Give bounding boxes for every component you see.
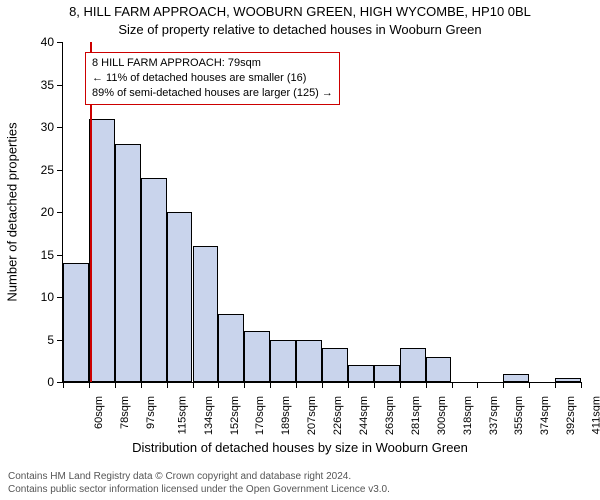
x-tick-label: 300sqm [436, 396, 448, 435]
x-tick [167, 382, 168, 388]
histogram-bar [63, 263, 89, 382]
y-tick [57, 255, 63, 256]
y-tick [57, 42, 63, 43]
y-tick [57, 85, 63, 86]
y-tick-label: 40 [14, 35, 54, 49]
histogram-bar [555, 378, 581, 382]
footer: Contains HM Land Registry data © Crown c… [8, 470, 390, 496]
footer-line-2: Contains public sector information licen… [8, 483, 390, 496]
annotation-line-2: ← 11% of detached houses are smaller (16… [92, 71, 333, 86]
y-tick-label: 5 [14, 333, 54, 347]
x-tick [555, 382, 556, 388]
x-tick-label: 207sqm [306, 396, 318, 435]
x-tick [452, 382, 453, 388]
x-tick-label: 318sqm [462, 396, 474, 435]
y-tick-label: 35 [14, 78, 54, 92]
histogram-bar [218, 314, 244, 382]
x-tick-label: 78sqm [119, 396, 131, 429]
histogram-bar [89, 119, 115, 383]
x-tick [374, 382, 375, 388]
histogram-bar [193, 246, 219, 382]
y-tick [57, 212, 63, 213]
x-tick-label: 189sqm [280, 396, 292, 435]
x-axis-label: Distribution of detached houses by size … [0, 440, 600, 455]
x-tick-label: 263sqm [384, 396, 396, 435]
main-title: 8, HILL FARM APPROACH, WOOBURN GREEN, HI… [0, 4, 600, 19]
histogram-bar [296, 340, 322, 383]
x-tick-label: 411sqm [590, 396, 600, 434]
x-tick-label: 355sqm [514, 396, 526, 435]
x-tick-label: 115sqm [176, 396, 188, 434]
y-tick-label: 20 [14, 205, 54, 219]
x-tick-label: 226sqm [332, 396, 344, 435]
x-tick [400, 382, 401, 388]
x-tick [322, 382, 323, 388]
x-tick-label: 374sqm [539, 396, 551, 435]
histogram-bar [141, 178, 167, 382]
histogram-bar [374, 365, 400, 382]
chart-container: 8, HILL FARM APPROACH, WOOBURN GREEN, HI… [0, 0, 600, 500]
footer-line-1: Contains HM Land Registry data © Crown c… [8, 470, 390, 483]
histogram-bar [115, 144, 141, 382]
x-tick-label: 337sqm [488, 396, 500, 435]
x-tick [63, 382, 64, 388]
y-tick-label: 0 [14, 375, 54, 389]
x-tick-label: 281sqm [410, 396, 422, 435]
x-tick-label: 170sqm [255, 396, 267, 435]
histogram-bar [244, 331, 270, 382]
x-tick-label: 244sqm [358, 396, 370, 435]
y-tick-label: 30 [14, 120, 54, 134]
histogram-bar [348, 365, 374, 382]
x-tick [244, 382, 245, 388]
y-tick-label: 10 [14, 290, 54, 304]
annotation-box: 8 HILL FARM APPROACH: 79sqm ← 11% of det… [85, 52, 340, 105]
histogram-bar [167, 212, 193, 382]
x-tick [270, 382, 271, 388]
y-tick [57, 170, 63, 171]
x-tick-label: 392sqm [565, 396, 577, 435]
x-tick [503, 382, 504, 388]
histogram-bar [322, 348, 348, 382]
histogram-bar [503, 374, 529, 383]
x-tick [89, 382, 90, 388]
annotation-line-3: 89% of semi-detached houses are larger (… [92, 86, 333, 101]
x-tick [115, 382, 116, 388]
x-tick [529, 382, 530, 388]
x-tick [296, 382, 297, 388]
y-tick-label: 25 [14, 163, 54, 177]
x-tick-label: 134sqm [203, 396, 215, 435]
sub-title: Size of property relative to detached ho… [0, 22, 600, 37]
histogram-bar [426, 357, 452, 383]
y-tick-label: 15 [14, 248, 54, 262]
x-tick-label: 97sqm [145, 396, 157, 429]
x-tick [426, 382, 427, 388]
x-tick [348, 382, 349, 388]
histogram-bar [400, 348, 426, 382]
x-tick [581, 382, 582, 388]
histogram-bar [270, 340, 296, 383]
x-tick [477, 382, 478, 388]
y-tick [57, 127, 63, 128]
x-tick [141, 382, 142, 388]
x-tick-label: 60sqm [93, 396, 105, 429]
x-tick-label: 152sqm [229, 396, 241, 435]
x-tick [193, 382, 194, 388]
annotation-line-1: 8 HILL FARM APPROACH: 79sqm [92, 56, 333, 71]
x-tick [218, 382, 219, 388]
